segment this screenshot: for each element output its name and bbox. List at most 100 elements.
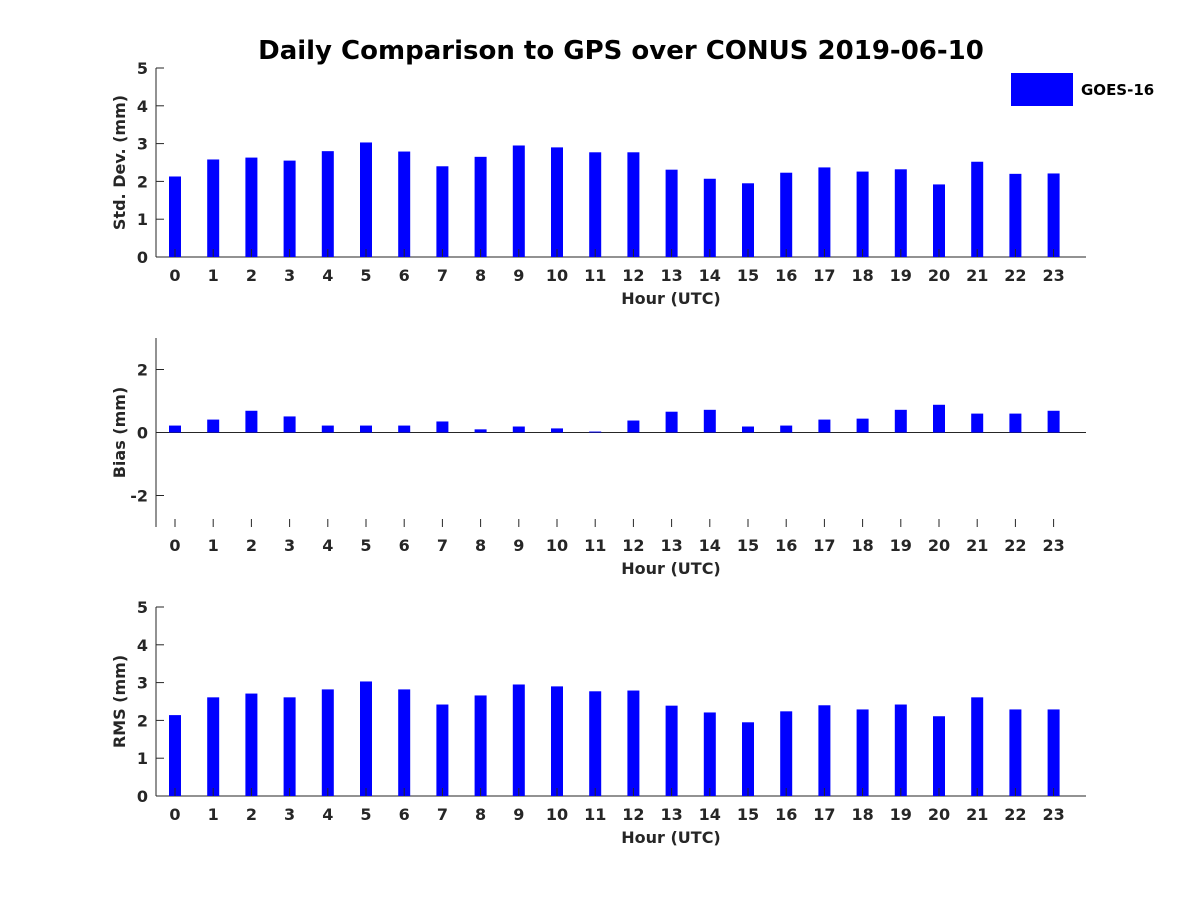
bar-hour-23 — [1047, 410, 1060, 433]
x-tick-label: 21 — [966, 536, 988, 555]
bar-hour-20 — [933, 404, 945, 433]
x-tick-label: 12 — [622, 536, 644, 555]
legend-label: GOES-16 — [1081, 81, 1154, 99]
bar-hour-8 — [474, 695, 487, 796]
x-tick-label: 13 — [660, 805, 682, 824]
x-tick-label: 1 — [208, 805, 219, 824]
bar-hour-10 — [551, 428, 563, 433]
bar-hour-7 — [436, 421, 449, 433]
bar-hour-1 — [207, 419, 220, 433]
bar-hour-23 — [1047, 709, 1060, 796]
x-tick-label: 18 — [851, 536, 873, 555]
bar-hour-4 — [321, 689, 334, 796]
y-axis-label: Bias (mm) — [110, 387, 129, 479]
bar-hour-15 — [742, 722, 754, 796]
x-tick-label: 12 — [622, 266, 644, 285]
legend-swatch — [1011, 73, 1073, 106]
x-tick-label: 22 — [1004, 536, 1026, 555]
bar-hour-1 — [207, 697, 220, 796]
bar-hour-12 — [627, 152, 640, 257]
bar-hour-22 — [1009, 173, 1022, 257]
x-tick-label: 16 — [775, 536, 797, 555]
bar-hour-9 — [512, 426, 525, 433]
bar-hour-15 — [742, 426, 754, 433]
bar-hour-22 — [1009, 709, 1022, 796]
x-tick-label: 16 — [775, 266, 797, 285]
x-tick-label: 2 — [246, 805, 257, 824]
x-tick-label: 8 — [475, 266, 486, 285]
bar-hour-19 — [894, 409, 907, 433]
bar-hour-11 — [589, 152, 602, 257]
x-tick-label: 13 — [660, 536, 682, 555]
x-tick-label: 9 — [513, 266, 524, 285]
bar-hour-3 — [283, 160, 296, 257]
bar-hour-2 — [245, 410, 258, 433]
x-tick-label: 14 — [699, 805, 721, 824]
x-tick-label: 15 — [737, 805, 759, 824]
x-tick-label: 2 — [246, 266, 257, 285]
bar-hour-2 — [245, 157, 258, 257]
x-tick-label: 14 — [699, 266, 721, 285]
x-tick-label: 16 — [775, 805, 797, 824]
bar-hour-3 — [283, 416, 296, 433]
x-tick-label: 8 — [475, 805, 486, 824]
bar-hour-7 — [436, 704, 449, 796]
x-tick-label: 1 — [208, 536, 219, 555]
x-tick-label: 4 — [322, 536, 333, 555]
x-tick-label: 2 — [246, 536, 257, 555]
x-tick-label: 0 — [169, 536, 180, 555]
bar-hour-13 — [665, 411, 678, 433]
x-tick-label: 11 — [584, 536, 606, 555]
x-axis-label: Hour (UTC) — [621, 289, 721, 308]
x-tick-label: 20 — [928, 266, 950, 285]
x-tick-label: 7 — [437, 536, 448, 555]
bar-hour-23 — [1047, 173, 1060, 257]
x-tick-label: 20 — [928, 536, 950, 555]
x-tick-label: 23 — [1042, 536, 1064, 555]
bar-hour-21 — [971, 697, 984, 796]
x-tick-label: 9 — [513, 805, 524, 824]
y-tick-label: 2 — [137, 711, 148, 730]
y-tick-label: 5 — [137, 598, 148, 617]
x-tick-label: 21 — [966, 805, 988, 824]
x-tick-label: 12 — [622, 805, 644, 824]
bar-hour-6 — [398, 689, 411, 796]
bar-hour-9 — [512, 145, 525, 257]
bar-hour-1 — [207, 159, 220, 257]
bar-hour-2 — [245, 693, 258, 796]
chart-title: Daily Comparison to GPS over CONUS 2019-… — [258, 36, 984, 66]
bar-hour-19 — [894, 169, 907, 257]
bar-hour-5 — [360, 681, 372, 796]
bar-hour-4 — [321, 425, 334, 433]
x-tick-label: 1 — [208, 266, 219, 285]
bar-hour-9 — [512, 684, 525, 796]
x-tick-label: 18 — [851, 266, 873, 285]
bar-hour-16 — [780, 711, 793, 796]
x-tick-label: 0 — [169, 805, 180, 824]
bar-hour-13 — [665, 169, 678, 257]
x-tick-label: 9 — [513, 536, 524, 555]
bar-hour-5 — [360, 142, 372, 257]
y-tick-label: -2 — [130, 487, 148, 506]
bar-hour-16 — [780, 172, 793, 257]
x-tick-label: 10 — [546, 805, 568, 824]
bar-hour-11 — [589, 431, 602, 433]
x-tick-label: 4 — [322, 805, 333, 824]
y-tick-label: 0 — [137, 787, 148, 806]
bar-hour-0 — [169, 425, 181, 433]
x-tick-label: 3 — [284, 805, 295, 824]
bar-hour-12 — [627, 420, 640, 433]
bar-hour-21 — [971, 413, 984, 433]
x-tick-label: 17 — [813, 536, 835, 555]
x-axis-label: Hour (UTC) — [621, 828, 721, 847]
bar-hour-3 — [283, 697, 296, 796]
y-tick-label: 0 — [137, 248, 148, 267]
y-axis-label: RMS (mm) — [110, 655, 129, 748]
bar-hour-10 — [551, 147, 563, 257]
y-tick-label: 0 — [137, 424, 148, 443]
x-tick-label: 17 — [813, 266, 835, 285]
y-tick-label: 3 — [137, 135, 148, 154]
